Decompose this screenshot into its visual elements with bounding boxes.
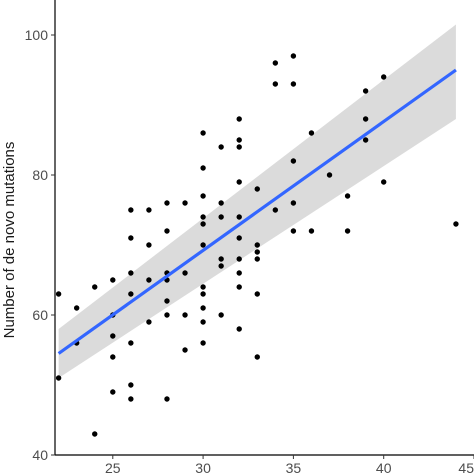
data-point: [218, 312, 224, 318]
data-point: [236, 270, 242, 276]
data-point: [272, 60, 279, 66]
data-point: [218, 256, 224, 262]
data-point: [146, 207, 152, 213]
data-point: [290, 228, 297, 234]
data-point: [272, 207, 279, 213]
x-tick-label: 40: [376, 460, 392, 474]
data-point: [344, 193, 351, 199]
data-point: [362, 116, 369, 122]
data-point: [55, 375, 62, 381]
data-point: [362, 137, 369, 143]
data-point: [236, 235, 242, 241]
data-point: [308, 228, 315, 234]
data-point: [110, 277, 116, 283]
data-point: [254, 354, 260, 360]
data-point: [236, 179, 242, 185]
x-tick-label: 45: [458, 460, 474, 474]
data-point: [92, 284, 98, 290]
data-point: [128, 291, 134, 297]
data-point: [164, 228, 170, 234]
data-point: [128, 207, 134, 213]
confidence-band: [58, 24, 456, 378]
data-point: [254, 249, 260, 255]
data-point: [380, 74, 387, 80]
data-point: [182, 200, 188, 206]
data-point: [236, 116, 242, 122]
y-tick-label: 60: [32, 307, 48, 323]
data-point: [200, 221, 206, 227]
data-point: [290, 200, 297, 206]
x-tick-label: 35: [286, 460, 302, 474]
data-point: [146, 319, 152, 325]
data-point: [128, 396, 134, 402]
data-point: [236, 214, 242, 220]
data-point: [200, 193, 206, 199]
data-point: [254, 256, 260, 262]
data-point: [200, 319, 206, 325]
data-point: [164, 312, 170, 318]
data-point: [73, 305, 80, 311]
data-point: [55, 291, 62, 297]
data-point: [218, 214, 224, 220]
y-tick-label: 80: [32, 167, 48, 183]
data-point: [128, 270, 134, 276]
x-tick-label: 30: [195, 460, 211, 474]
data-point: [218, 144, 224, 150]
data-point: [254, 242, 260, 248]
data-point: [272, 81, 279, 87]
data-point: [128, 340, 134, 346]
data-point: [200, 130, 206, 136]
data-point: [110, 354, 116, 360]
data-point: [290, 53, 297, 59]
data-point: [128, 382, 134, 388]
data-point: [308, 130, 315, 136]
data-point: [164, 298, 170, 304]
data-point: [236, 284, 242, 290]
axes-layer: [54, 0, 474, 456]
data-point: [128, 235, 134, 241]
y-tick-label: 100: [25, 27, 49, 43]
data-point: [200, 340, 206, 346]
data-point: [200, 242, 206, 248]
data-point: [200, 284, 206, 290]
data-point: [254, 291, 260, 297]
data-point: [236, 256, 242, 262]
x-tick-label: 25: [105, 460, 121, 474]
data-point: [326, 172, 333, 178]
data-point: [182, 270, 188, 276]
data-point: [164, 200, 170, 206]
regression-line: [57, 68, 457, 355]
data-point: [200, 214, 206, 220]
data-point: [92, 431, 98, 437]
data-point: [218, 263, 224, 269]
data-point: [344, 228, 351, 234]
data-point: [290, 81, 297, 87]
data-point: [146, 277, 152, 283]
data-point: [200, 291, 206, 297]
confidence-band-layer: [58, 24, 456, 378]
data-point: [182, 347, 188, 353]
data-point: [146, 242, 152, 248]
data-point: [362, 88, 369, 94]
data-point: [110, 333, 116, 339]
data-point: [453, 221, 459, 227]
data-point: [254, 186, 260, 192]
tick-labels-layer: 40 60 80 100 25 30 35 40 45: [25, 27, 474, 474]
regression-line-layer: [57, 68, 457, 355]
y-axis-title: Number of de novo mutations: [1, 142, 18, 339]
data-point: [236, 326, 242, 332]
data-point: [182, 312, 188, 318]
data-point: [380, 179, 387, 185]
data-point: [164, 396, 170, 402]
data-point: [110, 389, 116, 395]
y-tick-label: 40: [32, 447, 48, 463]
data-point: [218, 200, 224, 206]
data-point: [290, 158, 297, 164]
data-point: [236, 144, 242, 150]
data-point: [236, 137, 242, 143]
data-point: [200, 165, 206, 171]
data-point: [200, 305, 206, 311]
